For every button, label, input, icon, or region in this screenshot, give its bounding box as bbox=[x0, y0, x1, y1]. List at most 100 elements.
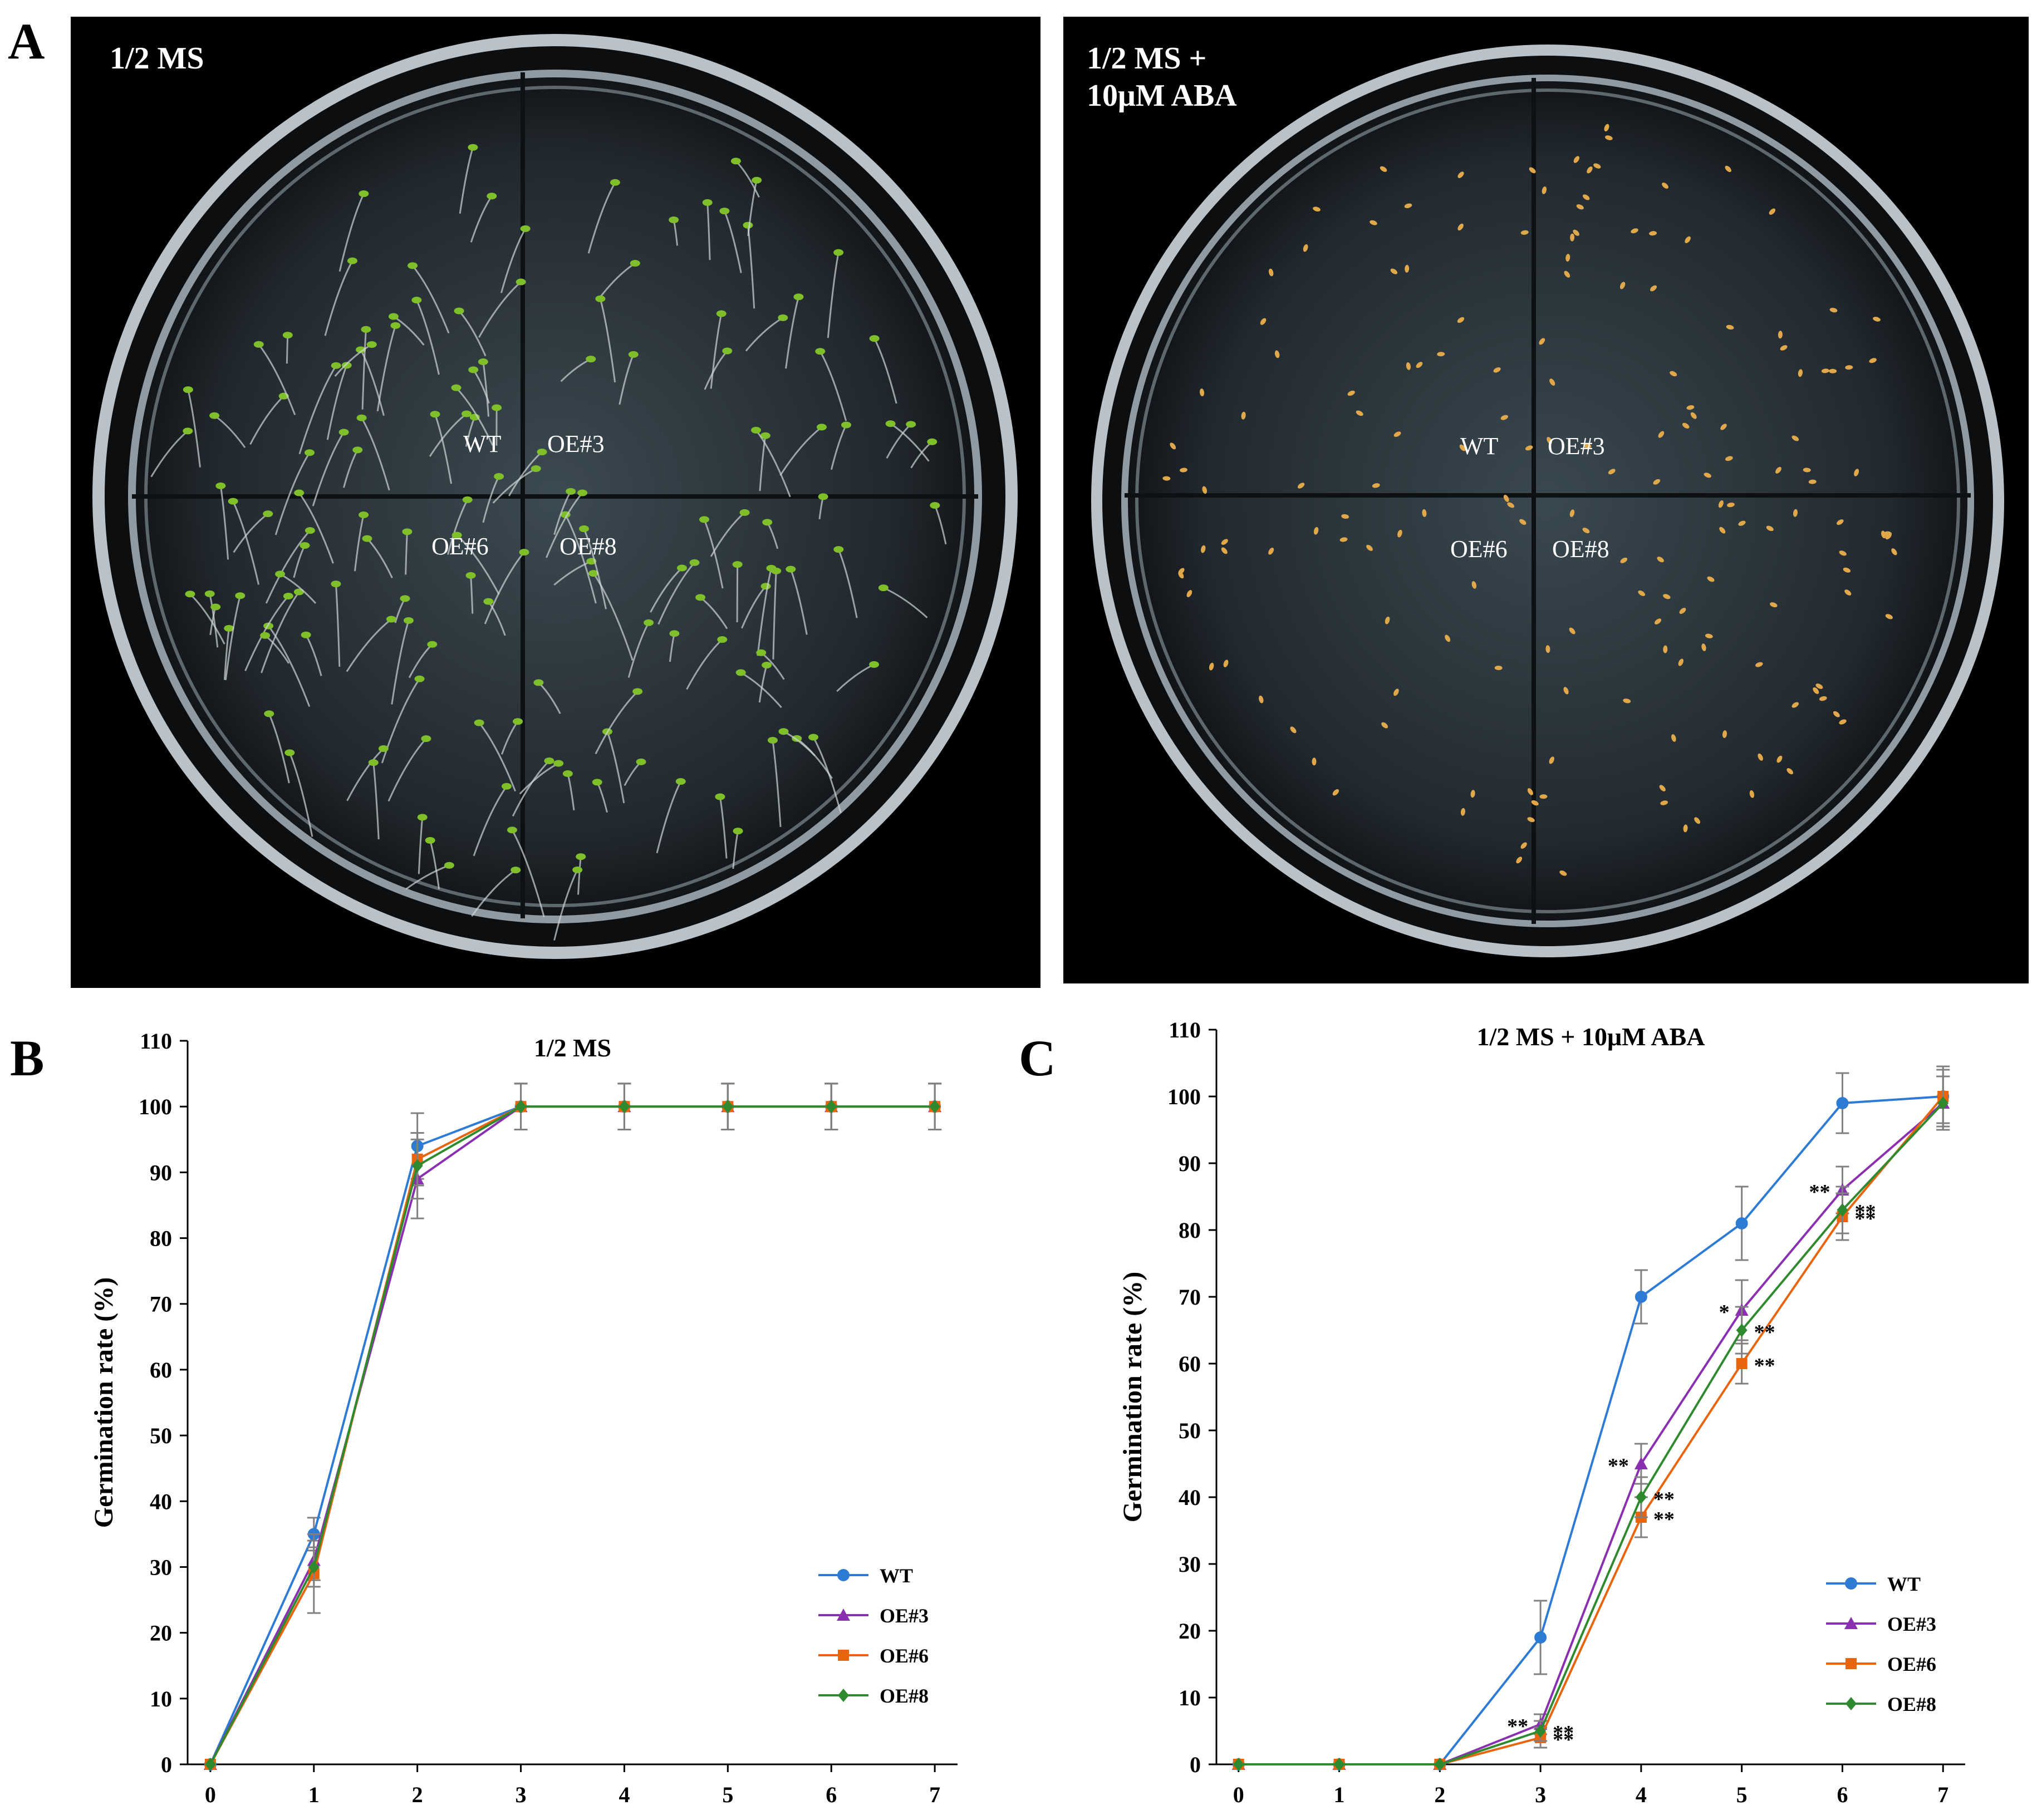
seedling-cotyledon bbox=[425, 837, 435, 844]
seedling-root bbox=[819, 351, 847, 421]
seedling-cotyledon bbox=[733, 828, 743, 835]
seedling-root bbox=[232, 500, 260, 585]
legend-marker bbox=[1846, 1697, 1857, 1710]
seedling-cotyledon bbox=[356, 346, 366, 353]
x-tick-label: 6 bbox=[826, 1782, 837, 1807]
y-axis-label: Germination rate (%) bbox=[89, 1277, 119, 1528]
seed bbox=[1844, 589, 1852, 596]
seedling-root bbox=[268, 713, 290, 784]
legend-marker bbox=[1845, 1577, 1857, 1590]
seedling-cotyledon bbox=[390, 322, 401, 329]
seedling-cotyledon bbox=[628, 351, 639, 358]
seedling-cotyledon bbox=[478, 358, 488, 366]
seedling-cotyledon bbox=[359, 511, 369, 518]
seedling-cotyledon bbox=[732, 561, 743, 568]
seedling-cotyledon bbox=[572, 866, 583, 873]
seed bbox=[1792, 702, 1799, 708]
seed bbox=[1685, 236, 1691, 243]
seed bbox=[1775, 466, 1781, 474]
seed bbox=[1653, 479, 1661, 485]
seedling-cotyledon bbox=[516, 278, 526, 286]
plate-label-oe6: OE#6 bbox=[431, 533, 489, 560]
seedling-root bbox=[338, 193, 365, 272]
seedling-cotyledon bbox=[400, 595, 410, 602]
seed bbox=[1769, 208, 1776, 215]
seedling-cotyledon bbox=[378, 745, 389, 752]
seed bbox=[1404, 203, 1412, 209]
seed bbox=[1678, 658, 1684, 666]
seedling-cotyledon bbox=[632, 688, 643, 695]
seedling-root bbox=[482, 361, 490, 417]
seedling-cotyledon bbox=[885, 420, 896, 427]
seed bbox=[1573, 156, 1580, 163]
legend-label: WT bbox=[880, 1565, 913, 1587]
seedling-cotyledon bbox=[361, 326, 371, 333]
seedling-cotyledon bbox=[786, 565, 796, 573]
data-point bbox=[1735, 1217, 1748, 1229]
seedling-cotyledon bbox=[743, 222, 753, 229]
seedling-cotyledon bbox=[833, 249, 844, 256]
seedling-cotyledon bbox=[235, 592, 246, 599]
seed bbox=[1416, 362, 1423, 368]
y-tick-label: 60 bbox=[1179, 1351, 1201, 1376]
seedling-root bbox=[434, 414, 453, 484]
plate-label-oe6: OE#6 bbox=[1450, 535, 1508, 563]
x-tick-label: 2 bbox=[412, 1782, 423, 1807]
seed bbox=[1755, 662, 1763, 667]
seedling-cotyledon bbox=[492, 404, 502, 411]
seed bbox=[1869, 358, 1877, 363]
data-point bbox=[1635, 1491, 1647, 1504]
seedling-root bbox=[258, 343, 296, 415]
series-oe3: ******* bbox=[1231, 1075, 1950, 1770]
seed bbox=[1170, 442, 1176, 450]
seed bbox=[1559, 870, 1567, 876]
seedling-cotyledon bbox=[695, 594, 706, 601]
seed bbox=[1663, 645, 1668, 653]
seed bbox=[1803, 468, 1811, 473]
seedling-root bbox=[755, 429, 791, 498]
x-tick-label: 6 bbox=[1837, 1782, 1848, 1807]
series-line bbox=[209, 1105, 935, 1765]
seedling-root bbox=[592, 573, 634, 661]
seed bbox=[1821, 368, 1829, 373]
seedling-root bbox=[470, 195, 493, 243]
seedling-cotyledon bbox=[644, 619, 654, 626]
seed bbox=[1519, 519, 1527, 525]
seedling-root bbox=[459, 147, 474, 214]
y-tick-label: 20 bbox=[150, 1621, 172, 1646]
seedling-root bbox=[606, 731, 625, 804]
seedling-cotyledon bbox=[283, 592, 293, 599]
seed bbox=[1660, 800, 1668, 805]
plate-label-oe3: OE#3 bbox=[1548, 432, 1605, 460]
seedling-cotyledon bbox=[719, 208, 730, 215]
seed bbox=[1776, 755, 1783, 763]
plate-label-wt: WT bbox=[463, 430, 502, 458]
seedling-cotyledon bbox=[610, 179, 620, 186]
seedling-cotyledon bbox=[676, 564, 687, 572]
seedling-root bbox=[261, 591, 300, 673]
significance-mark: * bbox=[1719, 1301, 1730, 1324]
y-tick-label: 40 bbox=[150, 1489, 172, 1514]
seedling-root bbox=[772, 570, 777, 660]
seedling-cotyledon bbox=[762, 519, 773, 526]
seed bbox=[1690, 412, 1697, 419]
seedling-root bbox=[759, 435, 767, 491]
seed bbox=[1573, 229, 1579, 236]
legend-label: OE#3 bbox=[1887, 1613, 1936, 1635]
seedling-root bbox=[706, 202, 711, 260]
seedling-root bbox=[446, 499, 469, 555]
seed bbox=[1582, 194, 1590, 200]
panel-letter-a: A bbox=[8, 13, 45, 70]
significance-mark: ** bbox=[1754, 1354, 1775, 1378]
y-tick-label: 20 bbox=[1179, 1619, 1201, 1644]
seed bbox=[1209, 662, 1214, 671]
seedling-cotyledon bbox=[417, 814, 428, 821]
seedling-root bbox=[360, 349, 385, 416]
seed bbox=[1520, 230, 1529, 235]
seedling-cotyledon bbox=[766, 564, 777, 572]
panel-letter-b: B bbox=[10, 1030, 45, 1086]
seedling-root bbox=[346, 618, 392, 672]
seedling-cotyledon bbox=[362, 535, 372, 542]
data-point bbox=[619, 1100, 630, 1114]
seedling-cotyledon bbox=[462, 410, 472, 417]
